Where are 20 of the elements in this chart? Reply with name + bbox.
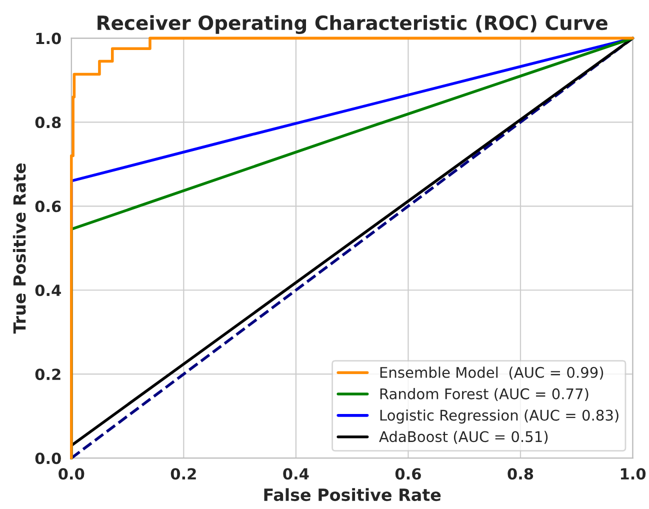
legend-label: Ensemble Model (AUC = 0.99) [380, 366, 604, 380]
y-tick-label: 0.0 [35, 452, 61, 464]
legend-label: AdaBoost (AUC = 0.51) [379, 430, 548, 444]
x-tick-label: 0.4 [283, 468, 309, 480]
y-tick-label: 0.8 [35, 116, 61, 128]
y-tick-label: 0.6 [35, 200, 61, 212]
y-tick-label: 1.0 [36, 32, 61, 44]
x-axis-title: False Positive Rate [264, 488, 441, 502]
x-tick-label: 0.0 [58, 468, 84, 480]
x-tick-label: 0.8 [508, 468, 534, 480]
y-tick-label: 0.4 [35, 284, 61, 296]
y-tick-label: 0.2 [35, 368, 60, 380]
legend-label: Logistic Regression (AUC = 0.83) [380, 409, 618, 424]
y-axis-title: True Positive Rate [12, 163, 26, 334]
chart-title: Receiver Operating Characteristic (ROC) Curve [98, 15, 608, 34]
legend-label: Random Forest (AUC = 0.77) [380, 388, 588, 402]
x-tick-label: 0.2 [170, 468, 196, 480]
line-series [70, 36, 634, 460]
x-tick-label: 0.6 [395, 468, 421, 480]
x-tick-label: 1.0 [620, 468, 646, 480]
